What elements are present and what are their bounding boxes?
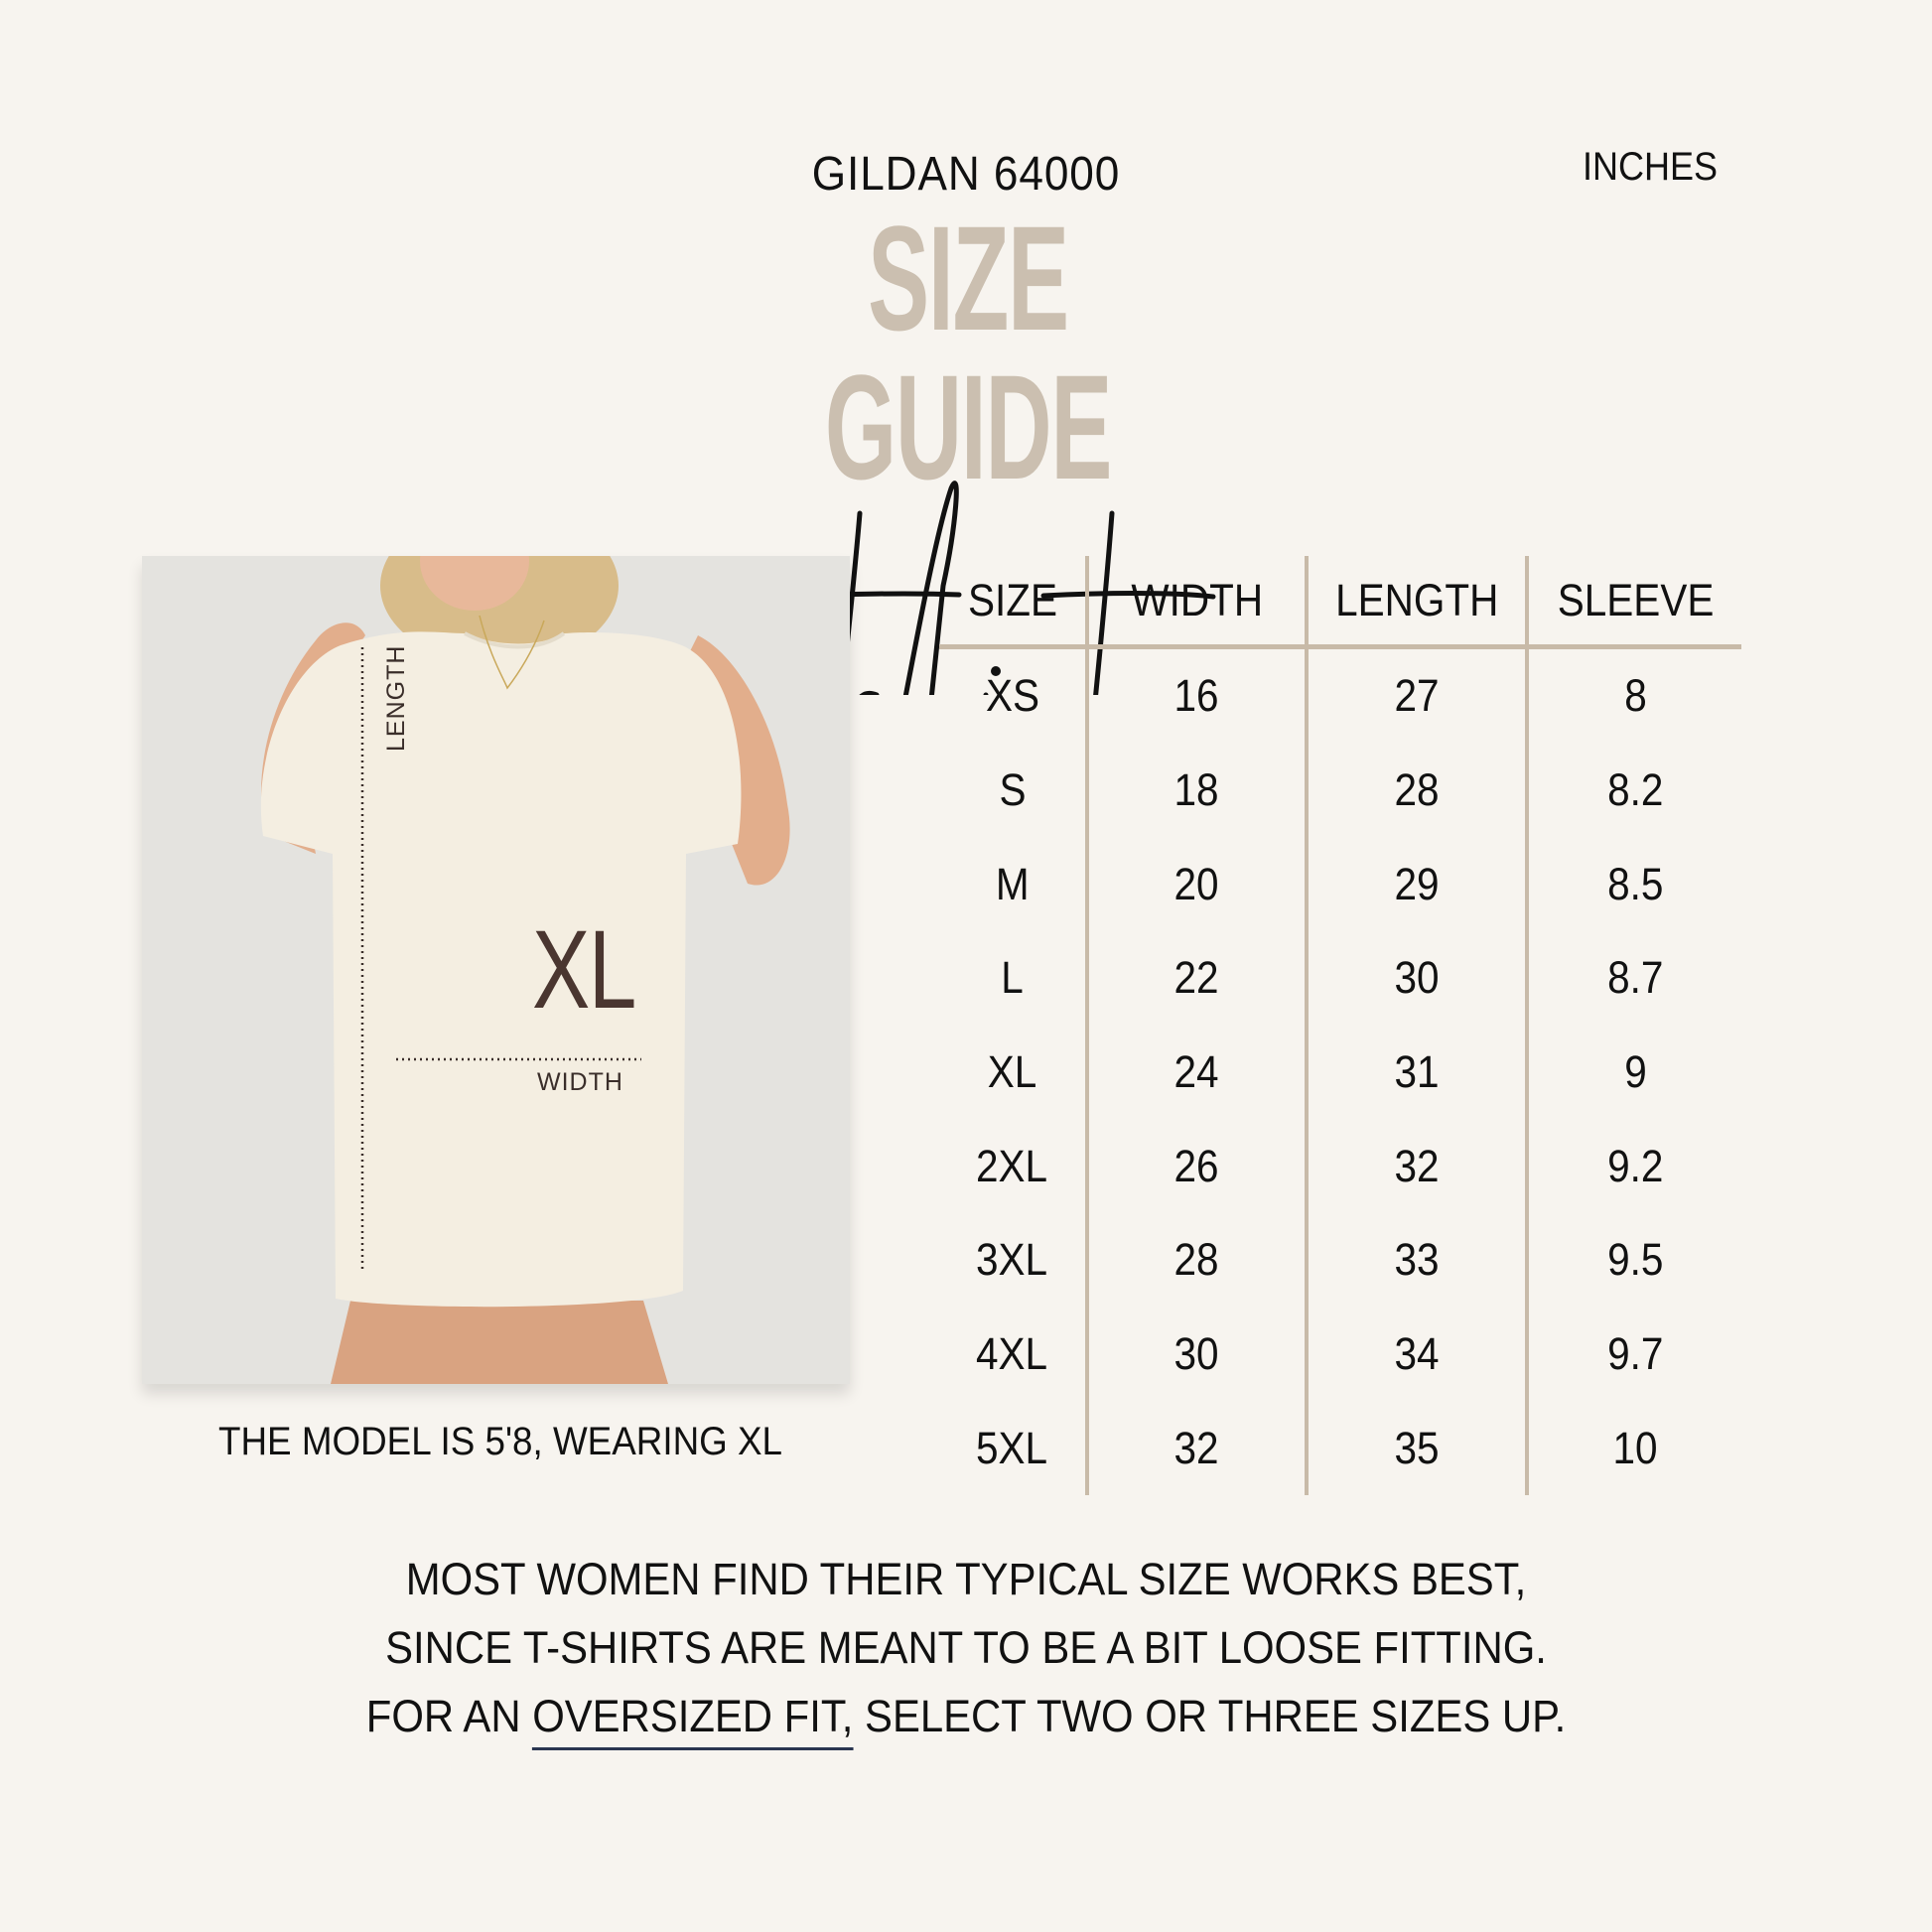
size-badge: XL [532, 907, 636, 1032]
cell-length: 33 [1304, 1213, 1528, 1308]
model-caption: THE MODEL IS 5'8, WEARING XL [217, 1420, 783, 1463]
table-row: M 20 29 8.5 [939, 837, 1741, 932]
cell-size: 4XL [976, 1328, 1048, 1380]
header-sleeve: SLEEVE [1525, 556, 1741, 649]
oversized-fit-link[interactable]: OVERSIZED FIT, [532, 1691, 854, 1750]
cell-sleeve: 10 [1525, 1401, 1741, 1496]
page-title: SIZE GUIDE [824, 195, 1113, 510]
cell-length: 28 [1304, 743, 1528, 838]
fit-note-line-3: FOR AN OVERSIZED FIT, SELECT TWO OR THRE… [227, 1682, 1705, 1750]
face [420, 556, 529, 611]
fit-note-line-2: SINCE T-SHIRTS ARE MEANT TO BE A BIT LOO… [385, 1622, 1547, 1673]
cell-width: 22 [1085, 931, 1307, 1026]
cell-size: XL [987, 1046, 1037, 1098]
cell-width: 26 [1085, 1119, 1307, 1214]
cell-width: 30 [1085, 1307, 1307, 1402]
cell-sleeve: 9.7 [1525, 1307, 1741, 1402]
cell-size: S [999, 764, 1027, 816]
brand-model: GILDAN 64000 [811, 148, 1121, 201]
script-s [859, 690, 880, 695]
cell-length: 34 [1304, 1307, 1528, 1402]
necklace [479, 615, 545, 690]
length-label: LENGTH [382, 644, 410, 752]
fit-note-prefix: FOR AN [365, 1691, 533, 1741]
cell-length: 32 [1304, 1119, 1528, 1214]
header-size: SIZE [939, 556, 1088, 649]
cell-size: 3XL [976, 1234, 1048, 1286]
legs [331, 1301, 668, 1384]
model-illustration [142, 556, 850, 1384]
cell-size: 5XL [976, 1422, 1048, 1473]
cell-sleeve: 9 [1525, 1025, 1741, 1120]
cell-size: L [1001, 952, 1024, 1004]
cell-sleeve: 8.2 [1525, 743, 1741, 838]
cell-length: 31 [1304, 1025, 1528, 1120]
table-row: XL 24 31 9 [939, 1025, 1741, 1120]
table-row: XS 16 27 8 [939, 646, 1741, 744]
cell-length: 35 [1304, 1401, 1528, 1496]
cell-sleeve: 8.5 [1525, 837, 1741, 932]
cell-sleeve: 8 [1525, 646, 1741, 744]
cell-size: M [995, 858, 1030, 909]
table-row: 5XL 32 35 10 [939, 1401, 1741, 1496]
table-header-row: SIZE WIDTH LENGTH SLEEVE [939, 556, 1741, 649]
table-row: 2XL 26 32 9.2 [939, 1119, 1741, 1214]
table-row: 4XL 30 34 9.7 [939, 1307, 1741, 1402]
cell-sleeve: 9.2 [1525, 1119, 1741, 1214]
units-label: INCHES [1582, 145, 1719, 189]
table-row: S 18 28 8.2 [939, 743, 1741, 838]
cell-width: 28 [1085, 1213, 1307, 1308]
cell-length: 29 [1304, 837, 1528, 932]
width-label: WIDTH [537, 1068, 623, 1096]
cell-size: 2XL [976, 1140, 1048, 1191]
size-table: SIZE WIDTH LENGTH SLEEVE XS 16 27 8 S 18 28 8.2… [939, 556, 1741, 1496]
cell-length: 27 [1304, 646, 1528, 744]
fit-note: MOST WOMEN FIND THEIR TYPICAL SIZE WORKS… [172, 1545, 1760, 1750]
table-row: L 22 30 8.7 [939, 931, 1741, 1026]
cell-width: 24 [1085, 1025, 1307, 1120]
cell-width: 16 [1085, 646, 1307, 744]
shirt [260, 631, 742, 1308]
cell-width: 32 [1085, 1401, 1307, 1496]
fit-note-line-1: MOST WOMEN FIND THEIR TYPICAL SIZE WORKS… [405, 1554, 1527, 1604]
cell-sleeve: 9.5 [1525, 1213, 1741, 1308]
fit-note-suffix: SELECT TWO OR THREE SIZES UP. [853, 1691, 1567, 1741]
cell-sleeve: 8.7 [1525, 931, 1741, 1026]
cell-width: 18 [1085, 743, 1307, 838]
header-width: WIDTH [1085, 556, 1307, 649]
cell-width: 20 [1085, 837, 1307, 932]
model-photo: LENGTH WIDTH XL [142, 556, 850, 1384]
header-length: LENGTH [1304, 556, 1528, 649]
cell-size: XS [985, 670, 1039, 722]
collar [464, 631, 566, 649]
cell-length: 30 [1304, 931, 1528, 1026]
table-row: 3XL 28 33 9.5 [939, 1213, 1741, 1308]
